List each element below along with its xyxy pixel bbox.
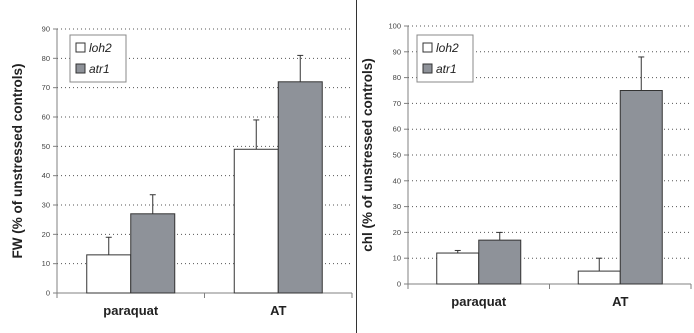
bar-atr1-at — [277, 81, 323, 294]
y-tick-label: 60 — [393, 125, 401, 134]
fw-bar-chart: 0 10 20 30 40 50 60 70 80 90 FW (% of unstressed c… — [10, 25, 353, 318]
category-label-at: AT — [612, 294, 628, 309]
legend-label-atr1: atr1 — [436, 62, 457, 76]
y-tick-label: 0 — [397, 280, 401, 289]
y-axis-label: chl (% of unstressed controls) — [360, 58, 375, 252]
y-tick-label: 50 — [393, 151, 401, 160]
bar-loh2-at — [577, 270, 621, 285]
right-chart-panel: 0 10 20 30 40 50 60 70 80 90 100 chl (% of unstress… — [356, 0, 694, 333]
left-chart-panel: 0 10 20 30 40 50 60 70 80 90 FW (% of unstressed c… — [10, 24, 353, 318]
y-tick-label: 90 — [393, 47, 401, 56]
y-tick-label: 40 — [393, 176, 401, 185]
y-tick-label: 50 — [42, 142, 50, 151]
y-tick-label: 10 — [393, 254, 401, 263]
y-axis-label: FW (% of unstressed controls) — [10, 63, 25, 258]
y-tick-label: 60 — [42, 113, 50, 122]
y-tick-label: 20 — [42, 230, 50, 239]
category-label-paraquat: paraquat — [451, 294, 507, 309]
bar-loh2-at — [233, 148, 279, 294]
y-tick-label: 70 — [42, 83, 50, 92]
legend-label-loh2: loh2 — [89, 41, 112, 55]
y-tick-label: 30 — [42, 201, 50, 210]
y-tick-label: 40 — [42, 171, 50, 180]
legend-label-loh2: loh2 — [436, 41, 459, 55]
bar-loh2-paraquat — [436, 252, 480, 285]
chl-bar-chart: 0 10 20 30 40 50 60 70 80 90 100 chl (% of unstress… — [360, 22, 692, 309]
category-label-at: AT — [270, 303, 286, 318]
y-tick-label: 30 — [393, 202, 401, 211]
y-tick-label: 80 — [393, 73, 401, 82]
y-tick-label: 90 — [42, 25, 50, 34]
bar-atr1-paraquat — [130, 213, 176, 294]
y-tick-label: 70 — [393, 99, 401, 108]
bar-atr1-paraquat — [478, 239, 522, 285]
y-tick-label: 80 — [42, 54, 50, 63]
category-label-paraquat: paraquat — [103, 303, 159, 318]
legend-swatch-atr1 — [422, 63, 433, 74]
y-tick-label: 10 — [42, 259, 50, 268]
y-tick-label: 20 — [393, 228, 401, 237]
y-tick-label: 100 — [388, 22, 401, 31]
y-tick-label: 0 — [46, 289, 50, 298]
legend-swatch-loh2 — [75, 42, 86, 53]
legend-swatch-loh2 — [422, 42, 433, 53]
legend-label-atr1: atr1 — [89, 62, 110, 76]
bar-atr1-at — [619, 90, 663, 285]
legend-swatch-atr1 — [75, 63, 86, 74]
bar-loh2-paraquat — [86, 254, 132, 294]
